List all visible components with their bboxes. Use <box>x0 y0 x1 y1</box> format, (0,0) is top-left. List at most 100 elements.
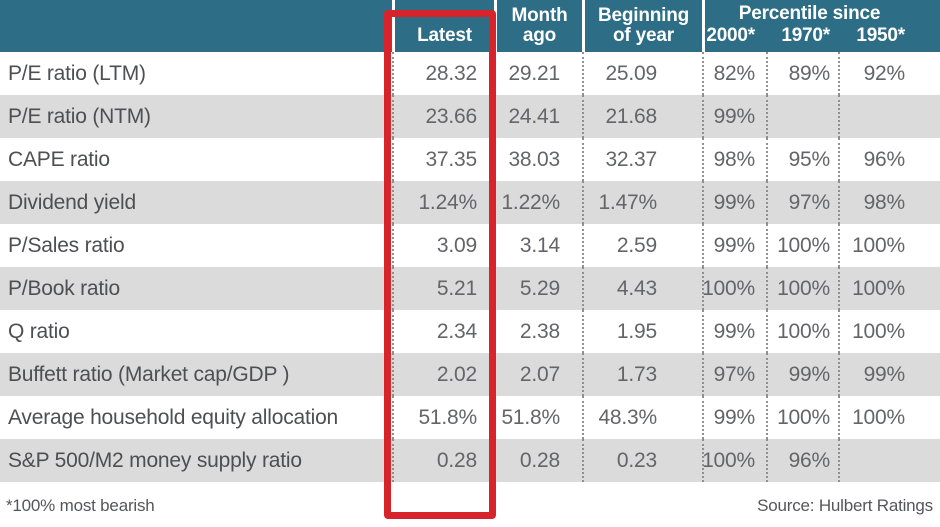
cell-percentile-1950: 100% <box>838 310 940 353</box>
cell-beginning-of-year: 1.95 <box>582 310 702 353</box>
row-label: S&P 500/M2 money supply ratio <box>8 448 302 472</box>
cell-beginning-of-year: 1.73 <box>582 353 702 396</box>
header-percentile-years: 2000* 1970* 1950* <box>705 25 940 47</box>
cell-month-ago: 38.03 <box>494 138 582 181</box>
cell-latest: 5.21 <box>392 267 494 310</box>
row-label: Average household equity allocation <box>8 405 339 429</box>
cell-percentile-1970: 100% <box>766 396 838 439</box>
header-percentile-1950: 1950* <box>856 25 905 47</box>
cell-percentile-1970: 89% <box>766 52 838 95</box>
cell-latest: 2.34 <box>392 310 494 353</box>
table-row-dividend-yield: Dividend yield 1.24% 1.22% 1.47% 99% 97%… <box>0 181 940 224</box>
table-row-p-book: P/Book ratio 5.21 5.29 4.43 100% 100% 10… <box>0 267 940 310</box>
cell-beginning-of-year: 4.43 <box>582 267 702 310</box>
cell-month-ago: 5.29 <box>494 267 582 310</box>
cell-percentile-1970: 100% <box>766 310 838 353</box>
cell-percentile-1950: 100% <box>838 224 940 267</box>
cell-beginning-of-year: 21.68 <box>582 95 702 138</box>
cell-percentile-2000: 97% <box>702 353 766 396</box>
header-metric-spacer <box>0 0 392 52</box>
row-label: Dividend yield <box>8 190 136 214</box>
cell-percentile-2000: 100% <box>702 439 766 482</box>
cell-month-ago: 2.38 <box>494 310 582 353</box>
table-row-q-ratio: Q ratio 2.34 2.38 1.95 99% 100% 100% <box>0 310 940 353</box>
header-beginning-line2: of year <box>613 24 674 46</box>
table-row-pe-ltm: P/E ratio (LTM) 28.32 29.21 25.09 82% 89… <box>0 52 940 95</box>
cell-month-ago: 3.14 <box>494 224 582 267</box>
cell-month-ago: 51.8% <box>494 396 582 439</box>
cell-percentile-2000: 99% <box>702 224 766 267</box>
cell-percentile-1970: 100% <box>766 267 838 310</box>
header-percentile-title: Percentile since <box>738 3 881 25</box>
cell-latest: 23.66 <box>392 95 494 138</box>
cell-latest: 2.02 <box>392 353 494 396</box>
header-beginning-of-year: Beginning of year <box>582 0 702 52</box>
cell-percentile-1970: 95% <box>766 138 838 181</box>
cell-percentile-2000: 98% <box>702 138 766 181</box>
cell-latest: 28.32 <box>392 52 494 95</box>
cell-percentile-2000: 99% <box>702 396 766 439</box>
cell-percentile-1950: 99% <box>838 353 940 396</box>
cell-beginning-of-year: 2.59 <box>582 224 702 267</box>
row-label: P/E ratio (NTM) <box>8 104 151 128</box>
table-body: P/E ratio (LTM) 28.32 29.21 25.09 82% 89… <box>0 52 940 482</box>
header-percentile-2000: 2000* <box>706 25 755 47</box>
cell-percentile-1950: 100% <box>838 396 940 439</box>
cell-latest: 1.24% <box>392 181 494 224</box>
cell-latest: 51.8% <box>392 396 494 439</box>
cell-percentile-1970: 96% <box>766 439 838 482</box>
header-latest: Latest <box>392 0 494 52</box>
cell-beginning-of-year: 0.23 <box>582 439 702 482</box>
table-row-cape: CAPE ratio 37.35 38.03 32.37 98% 95% 96% <box>0 138 940 181</box>
header-percentile-1970: 1970* <box>781 25 830 47</box>
cell-percentile-1970 <box>766 95 838 138</box>
header-month-ago-lines: Month ago <box>511 4 568 46</box>
table-footer: *100% most bearish Source: Hulbert Ratin… <box>0 482 940 516</box>
cell-percentile-1970: 97% <box>766 181 838 224</box>
cell-month-ago: 29.21 <box>494 52 582 95</box>
cell-latest: 3.09 <box>392 224 494 267</box>
cell-percentile-1950 <box>838 439 940 482</box>
cell-percentile-2000: 100% <box>702 267 766 310</box>
cell-beginning-of-year: 32.37 <box>582 138 702 181</box>
footnote: *100% most bearish <box>6 496 155 515</box>
cell-percentile-1950 <box>838 95 940 138</box>
cell-month-ago: 24.41 <box>494 95 582 138</box>
cell-beginning-of-year: 48.3% <box>582 396 702 439</box>
cell-percentile-1970: 99% <box>766 353 838 396</box>
header-beginning-lines: Beginning of year <box>598 5 689 46</box>
table-row-p-sales: P/Sales ratio 3.09 3.14 2.59 99% 100% 10… <box>0 224 940 267</box>
row-label: P/Book ratio <box>8 276 120 300</box>
row-label: Buffett ratio (Market cap/GDP ) <box>8 362 290 386</box>
cell-beginning-of-year: 1.47% <box>582 181 702 224</box>
header-month-ago-line1: Month <box>511 4 568 26</box>
source-credit: Source: Hulbert Ratings <box>757 496 933 515</box>
cell-percentile-1970: 100% <box>766 224 838 267</box>
cell-percentile-2000: 99% <box>702 310 766 353</box>
cell-latest: 37.35 <box>392 138 494 181</box>
cell-beginning-of-year: 25.09 <box>582 52 702 95</box>
cell-percentile-2000: 82% <box>702 52 766 95</box>
table-header: Latest Month ago Beginning of year Perce… <box>0 0 940 52</box>
table-row-buffett: Buffett ratio (Market cap/GDP ) 2.02 2.0… <box>0 353 940 396</box>
row-label: P/E ratio (LTM) <box>8 61 146 85</box>
cell-latest: 0.28 <box>392 439 494 482</box>
row-label: Q ratio <box>8 319 70 343</box>
header-percentile-group: Percentile since 2000* 1970* 1950* <box>702 0 940 52</box>
cell-month-ago: 0.28 <box>494 439 582 482</box>
table-row-pe-ntm: P/E ratio (NTM) 23.66 24.41 21.68 99% <box>0 95 940 138</box>
cell-percentile-1950: 98% <box>838 181 940 224</box>
table-row-household-equity: Average household equity allocation 51.8… <box>0 396 940 439</box>
row-label: CAPE ratio <box>8 147 110 171</box>
cell-percentile-2000: 99% <box>702 181 766 224</box>
cell-percentile-2000: 99% <box>702 95 766 138</box>
header-month-ago-line2: ago <box>522 24 557 46</box>
cell-percentile-1950: 92% <box>838 52 940 95</box>
row-label: P/Sales ratio <box>8 233 125 257</box>
header-month-ago: Month ago <box>494 0 582 52</box>
cell-month-ago: 2.07 <box>494 353 582 396</box>
cell-percentile-1950: 96% <box>838 138 940 181</box>
cell-month-ago: 1.22% <box>494 181 582 224</box>
cell-percentile-1950: 100% <box>838 267 940 310</box>
